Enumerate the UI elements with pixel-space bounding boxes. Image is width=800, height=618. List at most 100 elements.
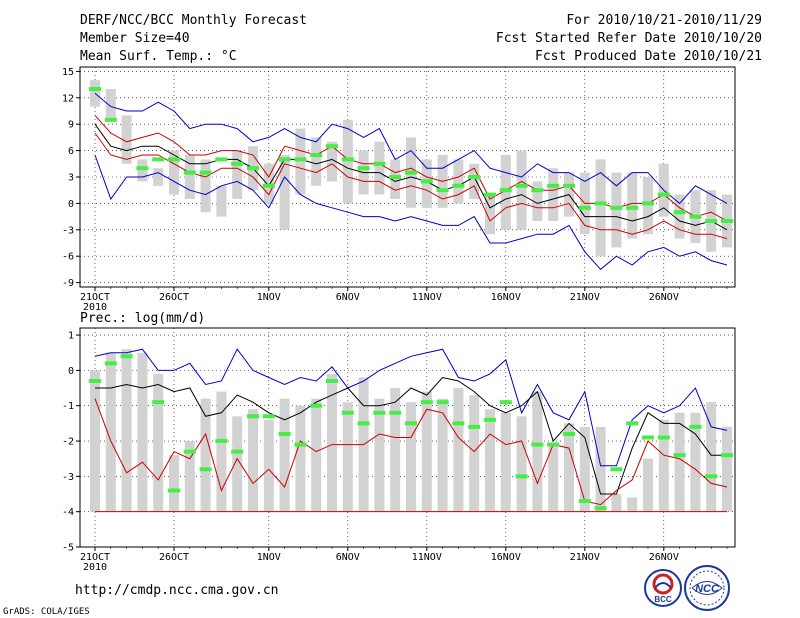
observed-marker [563, 431, 575, 436]
ensemble-bar [564, 423, 574, 512]
bcc-logo-text: BCC [654, 595, 672, 604]
inner-lower-line [94, 132, 728, 240]
observed-marker [468, 175, 481, 179]
ensemble-bar [406, 402, 416, 512]
ensemble-bar [595, 159, 606, 257]
observed-marker [689, 214, 702, 219]
bcc-logo: BCC [644, 569, 682, 607]
observed-marker [278, 157, 291, 162]
observed-marker [547, 183, 560, 188]
observed-marker [199, 170, 212, 175]
observed-marker [183, 170, 196, 175]
observed-marker [310, 153, 323, 157]
precip-variable-label: Prec.: log(mm/d) [80, 311, 205, 326]
observed-marker [515, 474, 528, 479]
forecast-produced-date: Fcst Produced Date 2010/10/21 [535, 49, 762, 64]
observed-marker [104, 117, 117, 122]
observed-marker [468, 424, 481, 429]
ensemble-bar [216, 185, 227, 217]
observed-marker [610, 205, 623, 210]
ensemble-bar [437, 398, 448, 512]
inner-lower-line [94, 398, 728, 506]
y-tick-label: -3 [62, 225, 74, 236]
observed-marker [642, 201, 654, 206]
observed-marker [547, 442, 560, 447]
source-url[interactable]: http://cmdp.ncc.cma.gov.cn [75, 583, 279, 598]
ensemble-bar [374, 398, 385, 512]
observed-marker [657, 192, 670, 197]
ensemble-bar [579, 426, 590, 512]
ensemble-bar [421, 159, 432, 208]
observed-marker [689, 424, 702, 429]
outer-upper-line [94, 348, 728, 467]
x-tick-label: 11NOV [412, 292, 442, 303]
ncc-logo: NCC [684, 565, 730, 611]
x-tick-label: 1NOV [257, 292, 281, 303]
ensemble-bar [279, 398, 290, 512]
observed-marker [721, 453, 733, 458]
ensemble-bar [342, 119, 353, 204]
observed-marker [152, 400, 165, 405]
observed-marker [499, 188, 512, 193]
y-tick-label: -2 [62, 437, 74, 448]
ensemble-bar [421, 391, 432, 512]
x-tick-label: 21NOV [570, 552, 600, 563]
observed-marker [152, 157, 165, 162]
y-tick-label: -1 [62, 401, 74, 412]
ensemble-bar [169, 150, 179, 195]
ensemble-bar [327, 373, 337, 512]
observed-marker [89, 378, 101, 383]
x-tick-label: 16NOV [491, 292, 521, 303]
x-tick-label: 26NOV [649, 292, 679, 303]
ensemble-bar [137, 159, 148, 182]
observed-marker [484, 417, 496, 422]
ensemble-bar [548, 444, 559, 512]
x-tick-label: 6NOV [336, 552, 360, 563]
y-tick-label: 1 [68, 331, 74, 342]
ensemble-mean-line [94, 123, 728, 231]
ensemble-bar [595, 426, 606, 512]
ensemble-bar [485, 194, 495, 235]
outer-upper-line [94, 93, 728, 205]
observed-marker [231, 161, 244, 166]
observed-marker [705, 474, 718, 479]
ensemble-bar [516, 416, 527, 512]
observed-marker [405, 170, 417, 175]
ensemble-bar [611, 494, 622, 512]
ensemble-bar [153, 168, 164, 186]
observed-marker [168, 157, 180, 162]
y-tick-label: -3 [62, 472, 74, 483]
ensemble-bar [674, 194, 685, 239]
observed-marker [341, 157, 354, 162]
x-tick-label: 21OCT [80, 292, 110, 303]
ensemble-bar [90, 370, 100, 512]
observed-marker [673, 210, 686, 215]
ensemble-bar [469, 163, 480, 199]
x-tick-label: 1NOV [257, 552, 281, 563]
ensemble-bar [500, 155, 511, 230]
observed-marker [168, 488, 180, 493]
observed-marker [104, 361, 117, 366]
ensemble-bar [390, 388, 401, 512]
ensemble-bar [500, 412, 511, 512]
ensemble-bar [184, 441, 195, 512]
observed-marker [373, 161, 386, 166]
ensemble-bar [263, 419, 274, 512]
observed-marker [247, 414, 259, 419]
observed-marker [626, 205, 639, 210]
observed-marker [183, 449, 196, 454]
chart-title: DERF/NCC/BCC Monthly Forecast [80, 13, 307, 28]
observed-marker [657, 435, 670, 440]
ensemble-bar [295, 405, 306, 512]
ensemble-bar [121, 115, 132, 164]
ensemble-bar [532, 391, 543, 512]
ensemble-bar [295, 128, 306, 195]
ensemble-bar [390, 159, 401, 199]
y-tick-label: -5 [62, 543, 74, 554]
y-tick-label: -6 [62, 252, 74, 263]
grads-credit: GrADS: COLA/IGES [3, 607, 90, 617]
ensemble-bar [121, 349, 132, 512]
observed-marker [673, 453, 686, 458]
observed-marker [436, 188, 449, 193]
y-tick-label: 15 [62, 67, 74, 78]
